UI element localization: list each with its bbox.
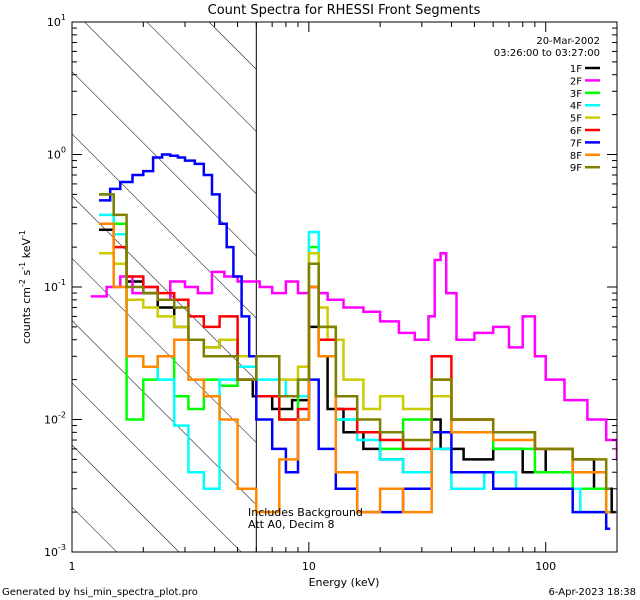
legend-label-1f: 1F	[570, 64, 582, 75]
x-tick-label: 10	[302, 560, 316, 573]
footer-timestamp: 6-Apr-2023 18:38	[549, 587, 636, 598]
series-line-9f	[99, 193, 611, 491]
axes-layer: 1 10 100 10-3 10-2 10-1 100 101	[44, 13, 618, 573]
legend-label-6f: 6F	[570, 126, 582, 137]
legend-label-3f: 3F	[570, 89, 582, 100]
y-tick-label: 101	[47, 13, 66, 29]
series-line-2f	[90, 251, 617, 461]
annotation-line-2: Att A0, Decim 8	[248, 518, 335, 531]
x-axis-label: Energy (keV)	[309, 576, 380, 589]
y-tick-label: 100	[47, 146, 66, 162]
y-tick-label: 10-3	[44, 543, 66, 559]
legend-label-5f: 5F	[570, 114, 582, 125]
y-tick-label: 10-1	[44, 278, 66, 294]
series-layer	[90, 153, 617, 530]
legend-label-9f: 9F	[570, 163, 582, 174]
chart-title: Count Spectra for RHESSI Front Segments	[208, 3, 481, 18]
hatched-region	[71, 21, 257, 553]
time-range-label: 03:26:00 to 03:27:00	[494, 48, 600, 59]
legend-label-8f: 8F	[570, 151, 582, 162]
date-label: 20-Mar-2002	[536, 36, 600, 47]
series-line-8f	[99, 222, 611, 514]
x-tick-label: 1	[69, 560, 76, 573]
legend-label-2f: 2F	[570, 76, 582, 87]
hatched-background-region	[71, 21, 257, 553]
y-axis-label: counts cm-2 s-1 keV-1	[18, 230, 33, 344]
annotation-line-1: Includes Background	[248, 506, 363, 519]
legend-label-7f: 7F	[570, 138, 582, 149]
legend-label-4f: 4F	[570, 101, 582, 112]
footer-generated-by: Generated by hsi_min_spectra_plot.pro	[2, 587, 198, 598]
x-tick-label: 100	[535, 560, 556, 573]
y-tick-label: 10-2	[44, 411, 66, 427]
